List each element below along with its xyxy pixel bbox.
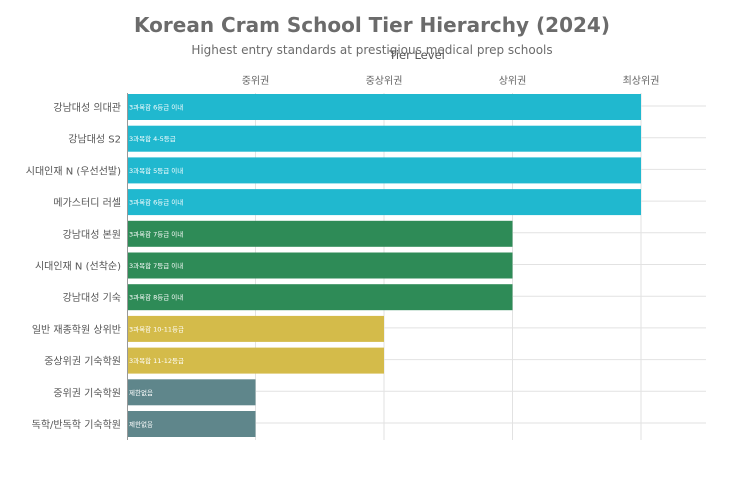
bar-data-label: 3과목합 6등급 이내: [129, 198, 183, 207]
y-category-label: 중상위권 기숙학원: [44, 355, 121, 368]
bars: 3과목합 6등급 이내 3과목합 4-5등급 3과목합 5등급 이내 3과목합 6등급…: [127, 94, 641, 437]
bar: [127, 284, 513, 311]
bar: [127, 347, 384, 374]
y-category-label: 강남대성 의대관: [53, 102, 121, 114]
bar-data-label: 3과목합 7등급 이내: [129, 229, 183, 238]
y-category-label: 시대인재 N (선착순): [35, 261, 121, 273]
x-tick-label: 중위권: [242, 74, 270, 87]
bar: [127, 125, 641, 152]
y-category-label: 독학/반독학 기숙학원: [32, 419, 121, 431]
bar-data-label: 제한없음: [129, 421, 153, 429]
bar: [127, 315, 384, 342]
chart-subtitle: Highest entry standards at prestigious m…: [191, 43, 552, 57]
y-category-label: 강남대성 S2: [68, 134, 121, 146]
bar: [127, 252, 513, 279]
x-axis-title: Tier Level: [388, 48, 445, 62]
x-axis-ticks: 중위권 중상위권 상위권 최상위권: [242, 74, 660, 87]
bar-data-label: 3과목합 11-12등급: [129, 356, 184, 365]
y-category-label: 메가스터디 러셀: [53, 197, 121, 209]
y-category-label: 중위권 기숙학원: [53, 386, 121, 399]
bar: [127, 379, 256, 406]
bar-data-label: 3과목합 8등급 이내: [129, 293, 183, 302]
bar: [127, 411, 256, 437]
y-category-label: 시대인재 N (우선선발): [26, 165, 121, 177]
x-tick-label: 중상위권: [366, 74, 403, 87]
bar-data-label: 3과목합 7등급 이내: [129, 261, 183, 270]
x-tick-label: 상위권: [499, 74, 527, 87]
y-category-label: 강남대성 본원: [63, 229, 121, 241]
bar: [127, 94, 641, 120]
x-tick-label: 최상위권: [623, 74, 660, 87]
bar-data-label: 제한없음: [129, 389, 153, 397]
bar: [127, 157, 641, 184]
bar-data-label: 3과목합 10-11등급: [129, 324, 184, 333]
bar: [127, 220, 513, 247]
y-category-label: 일반 재종학원 상위반: [32, 323, 121, 336]
bar-data-label: 3과목합 4-5등급: [129, 134, 176, 143]
bar-data-label: 3과목합 5등급 이내: [129, 166, 183, 175]
y-category-label: 강남대성 기숙: [63, 292, 121, 304]
bar-data-label: 3과목합 6등급 이내: [129, 103, 183, 112]
chart-title: Korean Cram School Tier Hierarchy (2024): [134, 13, 610, 37]
bar: [127, 189, 641, 216]
